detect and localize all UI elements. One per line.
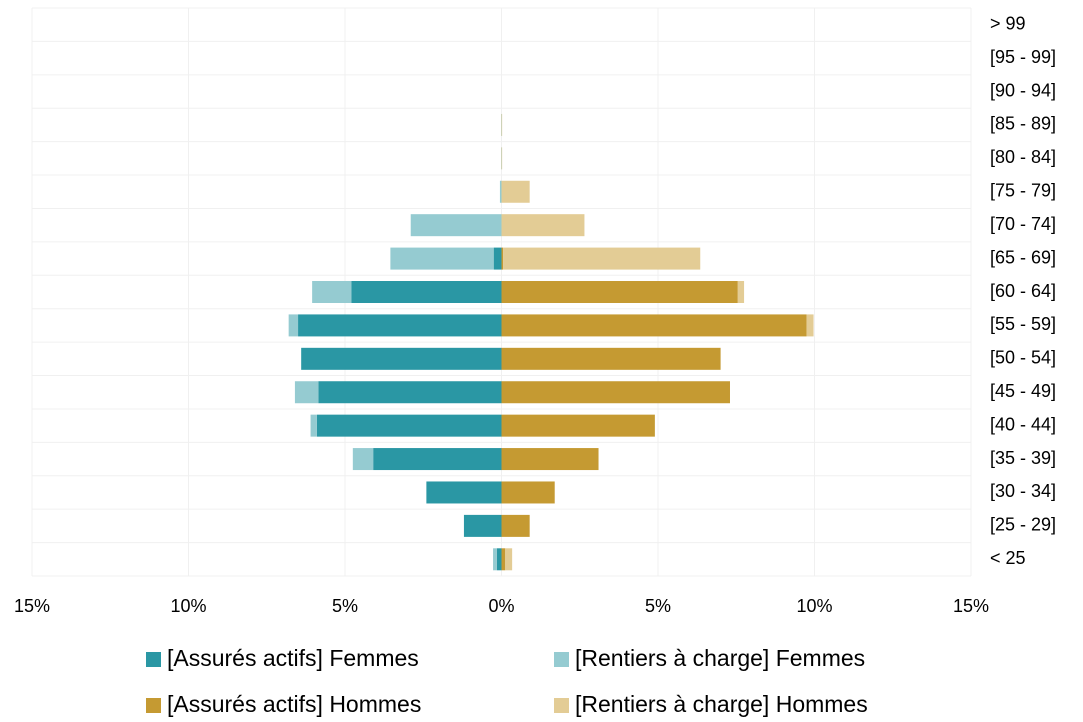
y-tick-label: [35 - 39] bbox=[990, 448, 1056, 468]
bar bbox=[501, 147, 503, 170]
bar bbox=[737, 281, 745, 303]
bar bbox=[301, 347, 502, 370]
legend-label: [Rentiers à charge] Hommes bbox=[575, 691, 868, 717]
y-tick-label: > 99 bbox=[990, 13, 1026, 33]
bar bbox=[352, 448, 374, 471]
x-tick-label: 0% bbox=[488, 596, 514, 616]
bar bbox=[463, 514, 502, 537]
legend-swatch bbox=[146, 652, 161, 667]
legend-label: [Rentiers à charge] Femmes bbox=[575, 645, 865, 671]
y-tick-label: [90 - 94] bbox=[990, 80, 1056, 100]
bar bbox=[501, 281, 738, 303]
y-tick-label: [40 - 44] bbox=[990, 414, 1056, 434]
bar bbox=[501, 448, 599, 471]
y-tick-label: [85 - 89] bbox=[990, 114, 1056, 134]
x-tick-label: 10% bbox=[170, 596, 206, 616]
bar bbox=[298, 314, 502, 337]
bar bbox=[496, 548, 502, 571]
y-tick-label: [70 - 74] bbox=[990, 214, 1056, 234]
legend-swatch bbox=[146, 698, 161, 713]
bar bbox=[501, 414, 655, 437]
y-tick-label: [65 - 69] bbox=[990, 247, 1056, 267]
bar bbox=[294, 381, 319, 404]
y-tick-label: < 25 bbox=[990, 548, 1026, 568]
bar bbox=[310, 414, 317, 437]
bar bbox=[493, 247, 502, 270]
bar bbox=[501, 347, 721, 370]
y-tick-label: [50 - 54] bbox=[990, 348, 1056, 368]
x-tick-label: 15% bbox=[953, 596, 989, 616]
legend-swatch bbox=[554, 652, 569, 667]
bar bbox=[501, 247, 504, 270]
bar bbox=[501, 548, 506, 571]
bar bbox=[312, 281, 352, 303]
bar bbox=[499, 180, 502, 203]
bar bbox=[501, 514, 530, 537]
bar bbox=[316, 414, 502, 437]
y-tick-label: [75 - 79] bbox=[990, 181, 1056, 201]
x-tick-label: 15% bbox=[14, 596, 50, 616]
bar bbox=[501, 180, 530, 203]
x-tick-label: 5% bbox=[332, 596, 358, 616]
bar bbox=[410, 214, 502, 237]
y-tick-label: [55 - 59] bbox=[990, 314, 1056, 334]
legend-label: [Assurés actifs] Femmes bbox=[167, 645, 419, 671]
x-tick-label: 5% bbox=[645, 596, 671, 616]
y-tick-label: [95 - 99] bbox=[990, 47, 1056, 67]
bar bbox=[501, 381, 730, 404]
bar bbox=[501, 314, 807, 337]
bar bbox=[501, 481, 555, 504]
bar bbox=[503, 247, 701, 270]
bar bbox=[806, 314, 814, 337]
y-tick-label: [80 - 84] bbox=[990, 147, 1056, 167]
y-tick-label: [60 - 64] bbox=[990, 281, 1056, 301]
y-tick-label: [25 - 29] bbox=[990, 515, 1056, 535]
bar bbox=[390, 247, 494, 270]
bar bbox=[505, 548, 513, 571]
bar bbox=[351, 281, 502, 303]
y-tick-label: [45 - 49] bbox=[990, 381, 1056, 401]
legend-swatch bbox=[554, 698, 569, 713]
bar bbox=[426, 481, 502, 504]
bar bbox=[493, 548, 497, 571]
bar bbox=[318, 381, 502, 404]
y-tick-label: [30 - 34] bbox=[990, 481, 1056, 501]
bar bbox=[373, 448, 502, 471]
bar bbox=[288, 314, 299, 337]
bar bbox=[501, 113, 503, 136]
legend-label: [Assurés actifs] Hommes bbox=[167, 691, 421, 717]
x-tick-label: 10% bbox=[796, 596, 832, 616]
bar bbox=[501, 214, 585, 237]
